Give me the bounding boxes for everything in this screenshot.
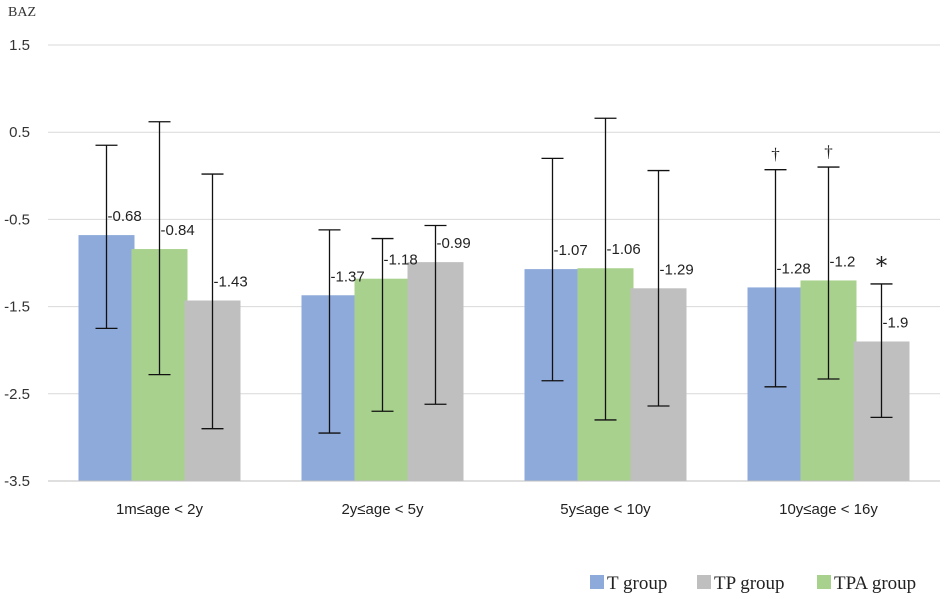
- significance-marker: †: [771, 145, 780, 164]
- x-category-label: 2y≤age < 5y: [341, 501, 424, 518]
- y-axis-title: BAZ: [8, 5, 36, 20]
- y-tick-label: -2.5: [4, 386, 30, 403]
- data-label: -1.07: [554, 242, 588, 259]
- legend-swatch: [590, 575, 604, 589]
- legend-label: T group: [607, 573, 667, 594]
- legend: T group TP group TPA group: [590, 573, 916, 594]
- y-tick-label: -0.5: [4, 211, 30, 228]
- data-label: -1.43: [214, 273, 248, 290]
- data-label: -1.18: [384, 252, 418, 269]
- data-label: -1.06: [607, 241, 641, 258]
- x-category-label: 5y≤age < 10y: [560, 501, 651, 518]
- y-tick-label: 1.5: [9, 37, 30, 54]
- error-bars: [95, 117, 893, 434]
- data-label: -1.29: [660, 261, 694, 278]
- x-axis-categories: 1m≤age < 2y 2y≤age < 5y 5y≤age < 10y 10y≤ag…: [116, 501, 878, 518]
- significance-marker: †: [824, 142, 833, 161]
- data-labels: -0.68 -0.84 -1.43 -1.37 -1.18 -0.99 -1.07 -1.06…: [108, 208, 909, 331]
- legend-label: TP group: [714, 573, 785, 594]
- y-tick-label: -1.5: [4, 299, 30, 316]
- legend-swatch: [697, 575, 711, 589]
- data-label: -0.68: [108, 208, 142, 225]
- y-tick-label: 0.5: [9, 124, 30, 141]
- x-category-label: 1m≤age < 2y: [116, 501, 204, 518]
- y-axis-ticks: 1.5 0.5 -0.5 -1.5 -2.5 -3.5: [4, 37, 30, 490]
- significance-markers: † † *: [771, 142, 887, 280]
- data-label: -1.2: [830, 253, 856, 270]
- legend-swatch: [817, 575, 831, 589]
- x-category-label: 10y≤age < 16y: [779, 501, 878, 518]
- y-tick-label: -3.5: [4, 473, 30, 490]
- data-label: -1.9: [883, 314, 909, 331]
- data-label: -0.84: [161, 222, 195, 239]
- significance-marker: *: [876, 252, 888, 280]
- data-label: -1.28: [777, 260, 811, 277]
- data-label: -0.99: [437, 235, 471, 252]
- data-label: -1.37: [331, 268, 365, 285]
- legend-label: TPA group: [834, 573, 916, 594]
